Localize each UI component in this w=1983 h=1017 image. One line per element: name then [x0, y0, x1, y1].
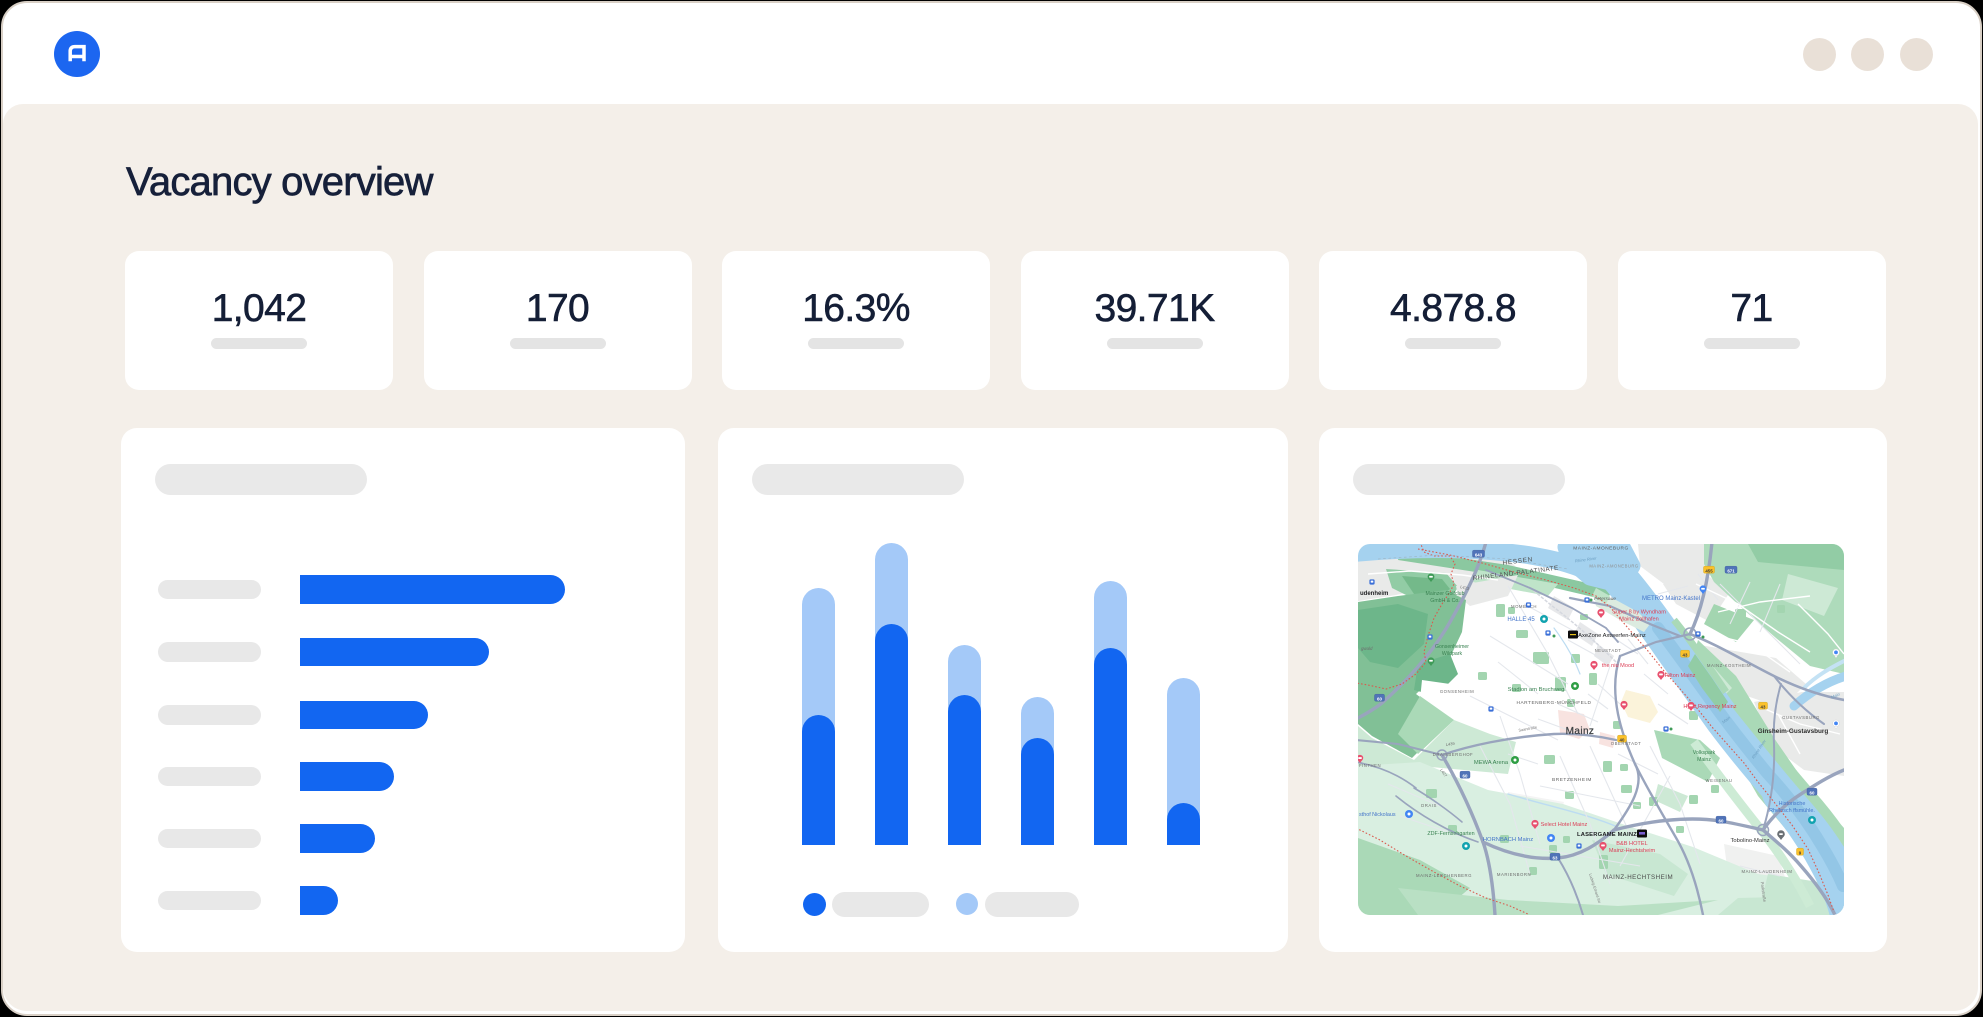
svg-text:DRAISBERGHOF: DRAISBERGHOF [1433, 752, 1473, 757]
svg-text:L423: L423 [1460, 584, 1471, 591]
svg-text:udenheim: udenheim [1360, 591, 1388, 597]
svg-text:AxeZone Axtwerfen-Mainz: AxeZone Axtwerfen-Mainz [1578, 633, 1646, 639]
svg-text:60: 60 [1719, 819, 1724, 824]
svg-text:HESSEN: HESSEN [1502, 556, 1533, 567]
svg-text:L439: L439 [1445, 741, 1455, 747]
svg-text:455: 455 [1705, 569, 1713, 574]
svg-text:LASERGAME MAINZ: LASERGAME MAINZ [1577, 832, 1637, 838]
svg-text:Mainz: Mainz [1697, 757, 1711, 763]
svg-text:GmbH & Co.: GmbH & Co. [1430, 598, 1459, 604]
svg-text:Hilton Mainz: Hilton Mainz [1665, 673, 1696, 679]
svg-text:Hyatt Regency Mainz: Hyatt Regency Mainz [1683, 704, 1736, 710]
svg-text:MAINZ-AMONEBURG: MAINZ-AMONEBURG [1589, 564, 1638, 569]
svg-text:Stadion am Bruchweg: Stadion am Bruchweg [1508, 687, 1565, 693]
svg-text:MAINZ-LAUDENHEIM: MAINZ-LAUDENHEIM [1742, 869, 1793, 874]
svg-text:Petersaue: Petersaue [1594, 596, 1616, 602]
svg-text:MAINZ-AMONEBURG: MAINZ-AMONEBURG [1573, 546, 1628, 552]
svg-text:Main: Main [1830, 691, 1841, 699]
svg-text:Saarstraße: Saarstraße [1518, 725, 1537, 732]
svg-text:GUSTAVSBURG: GUSTAVSBURG [1782, 715, 1820, 720]
svg-text:Rheinsch ffsmühle.: Rheinsch ffsmühle. [1769, 808, 1815, 814]
svg-text:HALLE 45: HALLE 45 [1507, 617, 1535, 623]
svg-text:671: 671 [1727, 569, 1735, 574]
svg-text:FINTHEN: FINTHEN [1359, 763, 1381, 768]
svg-text:BRETZENHEIM: BRETZENHEIM [1552, 777, 1592, 783]
svg-text:Ginsheim-Gustavsburg: Ginsheim-Gustavsburg [1758, 728, 1829, 735]
svg-text:MARIENBORN: MARIENBORN [1497, 872, 1531, 877]
svg-text:HARTENBERG-MÜNCHFELD: HARTENBERG-MÜNCHFELD [1517, 699, 1592, 706]
svg-text:43: 43 [1761, 705, 1766, 710]
svg-text:MAINZ-LERCHENBERG: MAINZ-LERCHENBERG [1416, 873, 1472, 878]
svg-text:43: 43 [1683, 653, 1688, 658]
svg-text:MAINZ-HECHTSHEIM: MAINZ-HECHTSHEIM [1603, 874, 1673, 881]
svg-text:63: 63 [1553, 856, 1558, 861]
svg-text:NEUSTADT: NEUSTADT [1595, 648, 1622, 653]
svg-text:OBERSTADT: OBERSTADT [1611, 741, 1641, 746]
svg-text:Mainz-Hechtsheim: Mainz-Hechtsheim [1609, 848, 1656, 854]
svg-text:Volkspark: Volkspark [1693, 750, 1716, 756]
svg-text:643: 643 [1475, 553, 1483, 558]
svg-text:60: 60 [1810, 791, 1815, 796]
svg-text:Tobolino-Mainz: Tobolino-Mainz [1731, 838, 1770, 844]
svg-text:Wildpark: Wildpark [1442, 651, 1463, 657]
svg-text:B&B HOTEL: B&B HOTEL [1616, 841, 1647, 847]
svg-text:gwald: gwald [1361, 646, 1373, 651]
svg-text:MAINZ-KOSTHEIM: MAINZ-KOSTHEIM [1707, 663, 1751, 668]
svg-text:ZDF-Fernsehgarten: ZDF-Fernsehgarten [1427, 831, 1474, 837]
svg-text:HORNBACH Mainz: HORNBACH Mainz [1483, 837, 1533, 843]
svg-text:MOMBACH: MOMBACH [1511, 604, 1537, 609]
svg-text:Mainz: Mainz [1566, 726, 1595, 737]
svg-text:Historische: Historische [1779, 801, 1806, 807]
svg-text:GONSENHEIM: GONSENHEIM [1440, 689, 1474, 694]
svg-text:Mainzer Golfclub: Mainzer Golfclub [1426, 591, 1465, 597]
svg-text:sthof Nickolaus: sthof Nickolaus [1359, 812, 1396, 818]
svg-text:Parkstraße: Parkstraße [1760, 881, 1768, 903]
svg-text:Select Hotel Mainz: Select Hotel Mainz [1541, 822, 1588, 828]
svg-text:Super 8 by Wyndham: Super 8 by Wyndham [1612, 610, 1666, 616]
svg-text:MEWA Arena: MEWA Arena [1474, 760, 1509, 766]
svg-text:Main: Main [1721, 715, 1732, 725]
svg-text:the niu Mood: the niu Mood [1602, 663, 1634, 669]
svg-text:METRO Mainz-Kastel: METRO Mainz-Kastel [1642, 596, 1700, 602]
svg-text:60: 60 [1377, 697, 1382, 702]
svg-text:WEISENAU: WEISENAU [1706, 778, 1733, 783]
svg-text:60: 60 [1463, 774, 1468, 779]
svg-text:Rhine River: Rhine River [1575, 555, 1598, 563]
svg-text:40: 40 [1620, 738, 1625, 743]
svg-text:L427: L427 [1439, 768, 1449, 779]
svg-text:Gonsenheimer: Gonsenheimer [1435, 644, 1469, 650]
svg-text:DRAIS: DRAIS [1421, 803, 1437, 808]
svg-text:Mainz Zollhafen: Mainz Zollhafen [1619, 617, 1659, 623]
svg-text:9: 9 [1799, 851, 1802, 856]
